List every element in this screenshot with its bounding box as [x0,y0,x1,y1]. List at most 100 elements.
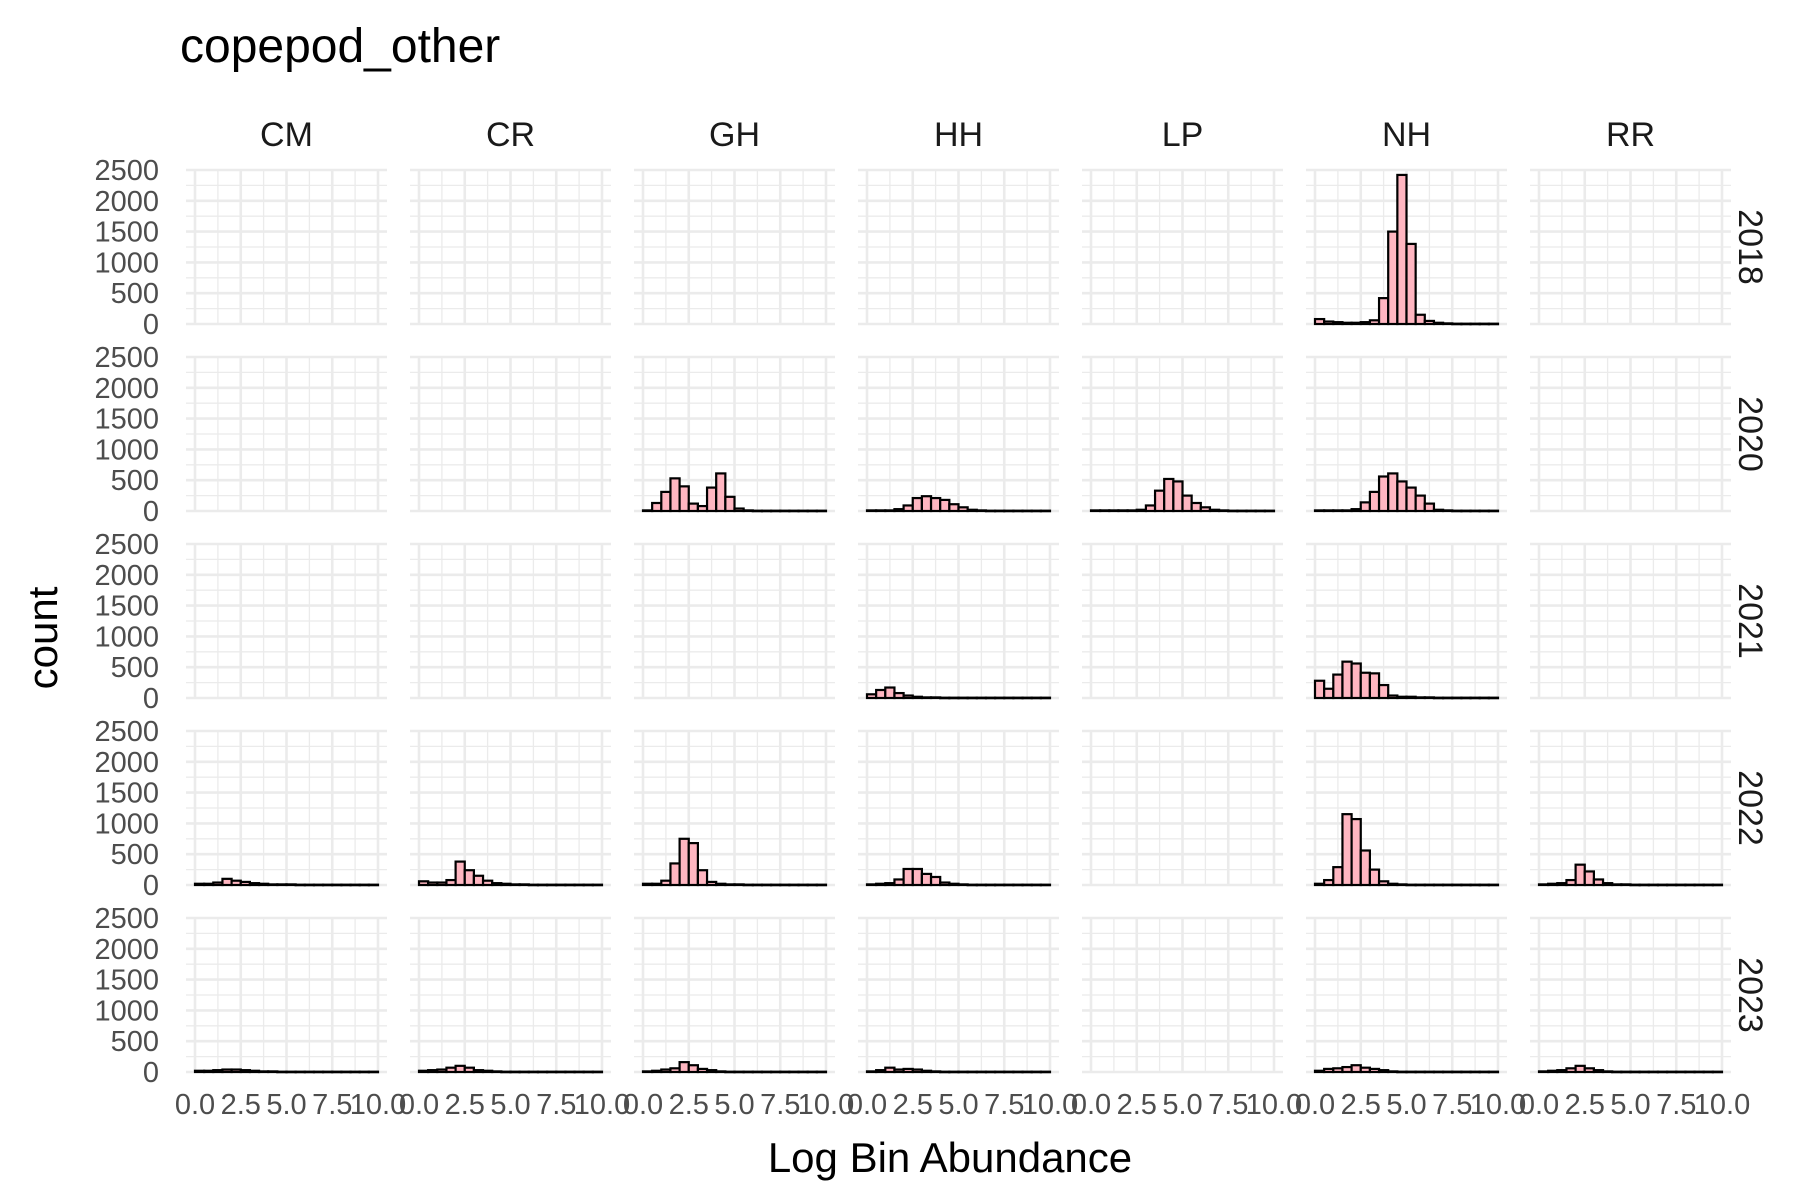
histogram-bar [349,1070,361,1074]
histogram-bar [294,1070,306,1074]
facet-panel [1082,355,1283,513]
facet-panel [858,168,1059,326]
histogram-bar [1190,501,1202,513]
histogram-bar [1368,319,1381,326]
histogram-bar [1030,883,1042,887]
histogram-bar [1478,883,1490,887]
histogram-bar [239,1069,251,1074]
histogram-bar [536,1070,549,1074]
histogram-bar [715,472,727,513]
histogram-bar [463,1066,475,1074]
histogram-bar [1432,696,1445,700]
histogram-bar [875,1069,887,1074]
y-tick-label: 500 [111,1026,159,1058]
histogram-bar [1638,883,1650,887]
y-tick-label: 500 [111,278,159,310]
histogram-bar [678,485,690,513]
histogram-bar [331,1070,343,1074]
histogram-bar [1629,883,1641,887]
histogram-bar [687,1064,699,1074]
histogram-bar [555,883,567,887]
histogram-bar [248,1069,261,1074]
histogram-bar [1675,883,1687,887]
column-strip-label: LP [1162,116,1204,154]
x-tick-label: 2.5 [1565,1089,1605,1121]
histogram-bar [1012,1070,1024,1074]
histogram-bar [1442,696,1454,700]
y-tick-label: 2500 [94,716,159,748]
histogram-bar [1574,1064,1586,1074]
histogram-bar [1313,882,1326,887]
facet-panel [858,729,1059,887]
histogram-bar [893,1068,905,1074]
histogram-bar [939,498,951,513]
x-tick-label: 5.0 [714,1089,754,1121]
histogram-bar [806,883,818,887]
histogram-bar [1368,672,1381,700]
x-tick-label: 10.0 [574,1089,630,1121]
histogram-bar [1341,813,1353,887]
histogram-bar [1396,1070,1408,1074]
histogram-bar [1675,1070,1687,1074]
facet-panel [1530,542,1731,700]
histogram-bar [591,883,604,887]
column-strip-label: NH [1382,116,1431,154]
histogram-bar [1313,1069,1326,1074]
histogram-bar [1332,673,1344,700]
histogram-bar [760,1070,773,1074]
histogram-bar [1693,883,1705,887]
histogram-bar [1405,486,1417,513]
histogram-bar [911,867,923,887]
column-strip-label: GH [709,116,760,154]
histogram-bar [445,1066,457,1074]
histogram-bar [500,1070,512,1074]
histogram-bar [1547,882,1559,887]
facet-panel [1082,542,1283,700]
histogram-bar [893,508,905,513]
histogram-bar [1332,321,1344,326]
histogram-bar [733,507,745,513]
histogram-bar [1423,1070,1436,1074]
histogram-bar [564,1070,576,1074]
histogram-bar [1414,696,1426,700]
histogram-bar [230,879,242,887]
facet-panel [186,729,387,887]
histogram-bar [358,883,370,887]
histogram-bar [1469,696,1481,700]
x-tick-label: 5.0 [1610,1089,1650,1121]
histogram-bar [582,1070,594,1074]
histogram-bar [303,883,316,887]
histogram-bar [193,882,206,887]
histogram-bar [1556,1069,1568,1074]
histogram-bar [957,1070,969,1074]
histogram-bar [500,882,512,887]
facet-panel [410,355,611,513]
histogram-bar [285,883,297,887]
histogram-bar [267,1070,279,1074]
histogram-bar [1323,878,1335,887]
histogram-bar [276,883,288,887]
histogram-bar [427,1069,439,1074]
histogram-bar [1620,883,1632,887]
facet-panel [634,542,835,700]
histogram-bar [340,1070,352,1074]
x-tick-label: 0.0 [1519,1089,1559,1121]
histogram-bar [806,1070,818,1074]
histogram-bar [1565,878,1577,887]
histogram-bar [1263,509,1276,513]
y-tick-label: 2500 [94,903,159,935]
facet-panel [634,168,835,326]
histogram-bar [340,883,352,887]
histogram-bar [948,882,960,887]
histogram-bar [472,1069,485,1074]
y-tick-label: 2000 [94,186,159,218]
histogram-bar [1030,696,1042,700]
x-tick-label: 2.5 [445,1089,485,1121]
histogram-bar [875,509,887,513]
histogram-bar [902,1067,914,1074]
histogram-bar [454,1064,466,1074]
histogram-bar [358,1070,370,1074]
histogram-bar [770,509,782,513]
histogram-bar [1487,1070,1500,1074]
facet-axes: 0500100015002000250005001000150020002500… [94,155,1750,1121]
